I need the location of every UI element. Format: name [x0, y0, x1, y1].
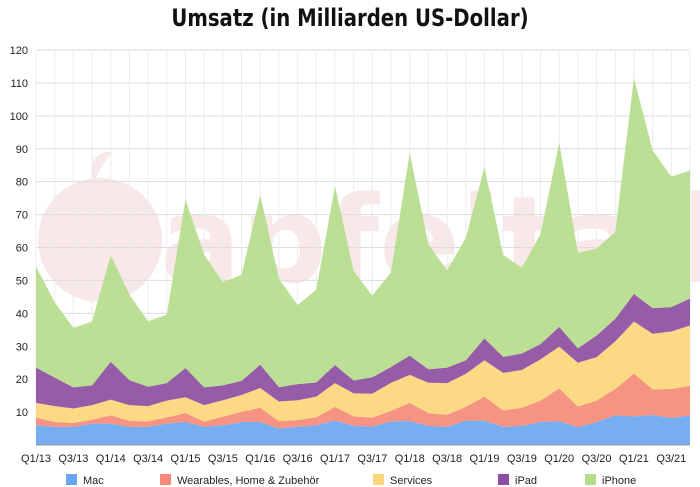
- x-tick-label: Q3/14: [133, 453, 163, 465]
- legend-swatch: [160, 474, 171, 485]
- legend-item: Services: [373, 474, 433, 487]
- legend-swatch: [66, 474, 77, 485]
- y-tick-label: 70: [16, 210, 28, 222]
- legend-swatch: [373, 474, 384, 485]
- area-series-2: [36, 321, 690, 423]
- y-tick-label: 40: [16, 308, 28, 320]
- y-axis: 10 20 30 40 50 60 70 80 90 100 110 120: [10, 45, 28, 419]
- x-tick-label: Q1/14: [96, 453, 126, 465]
- legend: Mac Wearables, Home & Zubehör Services iPad…: [66, 474, 636, 487]
- x-tick-label: Q3/15: [208, 453, 238, 465]
- area-series-0: [36, 415, 690, 445]
- x-tick-label: Q1/16: [245, 453, 275, 465]
- x-tick-label: Q1/18: [395, 453, 425, 465]
- area-series-4: [36, 77, 690, 388]
- x-tick-label: Q1/17: [320, 453, 350, 465]
- legend-label: iPad: [515, 475, 537, 487]
- y-tick-label: 120: [10, 45, 28, 57]
- x-tick-label: Q1/13: [21, 453, 51, 465]
- legend-item: iPad: [498, 474, 537, 487]
- y-tick-label: 100: [10, 111, 28, 123]
- x-tick-label: Q3/16: [283, 453, 313, 465]
- legend-swatch: [585, 474, 596, 485]
- y-tick-label: 20: [16, 374, 28, 386]
- x-tick-label: Q3/18: [432, 453, 462, 465]
- y-tick-label: 80: [16, 177, 28, 189]
- x-tick-label: Q3/17: [357, 453, 387, 465]
- legend-item: iPhone: [585, 474, 636, 487]
- legend-swatch: [498, 474, 509, 485]
- x-tick-label: Q3/13: [58, 453, 88, 465]
- legend-label: Wearables, Home & Zubehör: [177, 475, 320, 487]
- y-tick-label: 10: [16, 407, 28, 419]
- x-tick-label: Q1/15: [171, 453, 201, 465]
- x-tick-label: Q1/19: [469, 453, 499, 465]
- area-series: [36, 77, 690, 445]
- y-tick-label: 50: [16, 275, 28, 287]
- legend-label: iPhone: [602, 475, 636, 487]
- legend-label: Services: [390, 475, 433, 487]
- legend-label: Mac: [83, 475, 104, 487]
- area-series-1: [36, 373, 690, 429]
- x-axis: Q1/13 Q3/13 Q1/14 Q3/14 Q1/15 Q3/15 Q1/16 Q3/16…: [21, 453, 686, 465]
- y-tick-label: 90: [16, 144, 28, 156]
- area-series-3: [36, 293, 690, 409]
- y-tick-label: 60: [16, 243, 28, 255]
- x-tick-label: Q3/19: [507, 453, 537, 465]
- y-tick-label: 30: [16, 341, 28, 353]
- legend-item: Mac: [66, 474, 104, 487]
- x-tick-label: Q3/20: [582, 453, 612, 465]
- y-tick-label: 110: [10, 78, 28, 90]
- x-tick-label: Q1/20: [544, 453, 574, 465]
- chart-title: Umsatz (in Milliarden US-Dollar): [171, 4, 529, 32]
- x-tick-label: Q3/21: [656, 453, 686, 465]
- legend-item: Wearables, Home & Zubehör: [160, 474, 320, 487]
- x-tick-label: Q1/21: [619, 453, 649, 465]
